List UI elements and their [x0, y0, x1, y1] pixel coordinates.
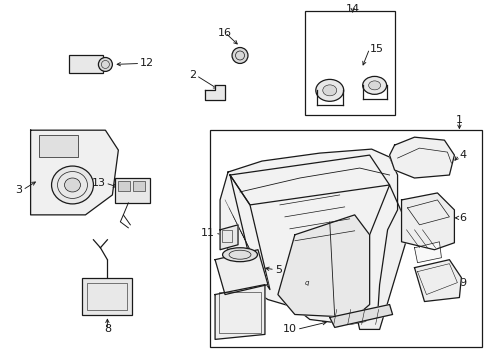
- Polygon shape: [349, 185, 408, 329]
- Bar: [210, 130, 481, 347]
- Polygon shape: [414, 260, 461, 302]
- Text: 7: 7: [215, 300, 222, 310]
- Polygon shape: [329, 305, 392, 328]
- Polygon shape: [220, 149, 397, 324]
- Text: 5: 5: [274, 265, 282, 275]
- Polygon shape: [204, 85, 224, 100]
- Bar: [304, 11, 394, 115]
- Ellipse shape: [64, 178, 81, 192]
- Text: 1: 1: [455, 115, 462, 125]
- Polygon shape: [215, 285, 264, 339]
- Text: 11: 11: [201, 228, 215, 238]
- Polygon shape: [31, 130, 118, 215]
- Text: 2: 2: [189, 71, 196, 80]
- Text: 3: 3: [16, 185, 22, 195]
- Text: 16: 16: [218, 28, 232, 37]
- Ellipse shape: [98, 58, 112, 71]
- Text: q: q: [304, 280, 309, 285]
- Polygon shape: [215, 250, 267, 294]
- Bar: [222, 230, 232, 242]
- Bar: [118, 181, 130, 191]
- Polygon shape: [389, 137, 453, 178]
- Text: 10: 10: [282, 324, 296, 334]
- Bar: [115, 178, 150, 203]
- Ellipse shape: [322, 85, 336, 96]
- Bar: [68, 55, 103, 73]
- Bar: [219, 292, 261, 333]
- Polygon shape: [229, 175, 269, 289]
- Bar: [133, 181, 145, 191]
- Ellipse shape: [362, 76, 386, 94]
- Text: 6: 6: [458, 213, 466, 223]
- Ellipse shape: [315, 80, 343, 101]
- Text: 4: 4: [458, 150, 466, 160]
- Polygon shape: [229, 155, 389, 205]
- Text: 8: 8: [103, 324, 111, 334]
- Bar: [39, 135, 78, 157]
- Ellipse shape: [222, 248, 257, 262]
- Ellipse shape: [232, 48, 247, 63]
- Polygon shape: [277, 215, 369, 318]
- Bar: [82, 278, 132, 315]
- Polygon shape: [414, 242, 441, 263]
- Text: 15: 15: [369, 44, 383, 54]
- Ellipse shape: [51, 166, 93, 204]
- Ellipse shape: [368, 81, 380, 90]
- Text: 9: 9: [458, 278, 466, 288]
- Polygon shape: [401, 193, 453, 250]
- Bar: [87, 283, 127, 310]
- Polygon shape: [220, 225, 238, 250]
- Text: 14: 14: [345, 4, 359, 14]
- Text: 12: 12: [140, 58, 154, 68]
- Text: 13: 13: [91, 178, 105, 188]
